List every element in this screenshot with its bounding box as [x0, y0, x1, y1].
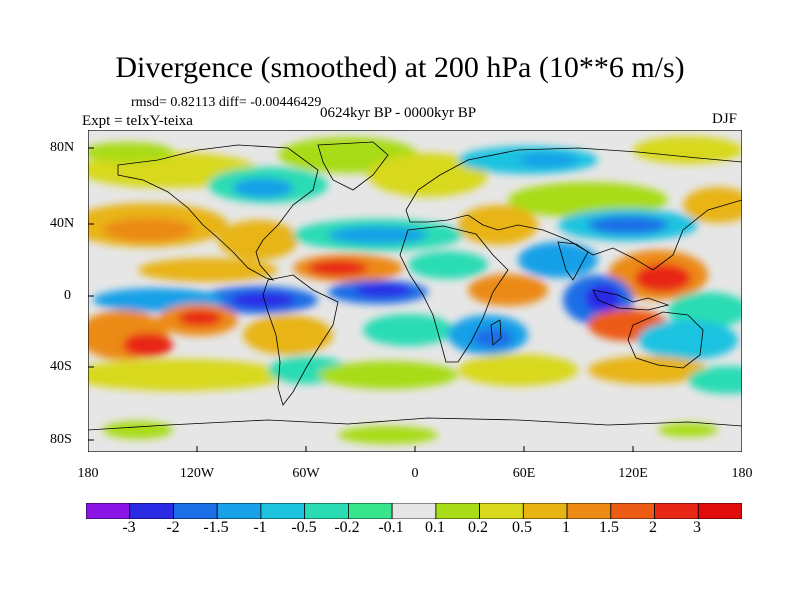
- field-patch: [103, 218, 193, 242]
- lon-label-60w: 60W: [292, 466, 320, 481]
- colorbar-label: -2: [166, 519, 180, 536]
- lon-label-120e: 120E: [618, 466, 648, 481]
- field-patch: [658, 423, 718, 437]
- antarctica-coast: [88, 417, 742, 431]
- colorbar-label: 1.5: [599, 519, 619, 536]
- field-patch: [368, 153, 488, 197]
- plot-title: Divergence (smoothed) at 200 hPa (10**6 …: [115, 51, 685, 84]
- lat-label-40n: 40N: [50, 216, 75, 231]
- colorbar-box: [173, 503, 218, 519]
- colorbar-box: [391, 503, 437, 519]
- field-patch: [635, 264, 691, 292]
- lat-label-80s: 80S: [50, 432, 72, 447]
- field-patch: [363, 314, 453, 346]
- coastlines: [88, 141, 742, 431]
- australia-coast: [627, 311, 704, 369]
- field-patch: [668, 292, 742, 328]
- north-america-coast: [117, 144, 319, 281]
- field-patch: [683, 187, 742, 223]
- period-label: 0624kyr BP - 0000kyr BP: [320, 105, 477, 121]
- colorbar-box: [522, 503, 568, 519]
- field-patch: [243, 315, 333, 355]
- field-patch: [318, 361, 458, 389]
- stats-label: rmsd= 0.82113 diff= -0.00446429: [131, 95, 322, 110]
- field-patch: [231, 292, 295, 308]
- colorbar-box: [697, 503, 742, 519]
- colorbar-label: -0.5: [291, 519, 317, 536]
- madagascar-coast: [490, 319, 502, 346]
- field-patch: [88, 359, 288, 391]
- contour-shapes: [88, 136, 742, 444]
- colorbar-label: -0.1: [378, 519, 404, 536]
- colorbar-box: [479, 503, 524, 519]
- field-patch: [178, 310, 222, 326]
- colorbar-box: [610, 503, 655, 519]
- field-patch: [588, 216, 668, 234]
- field-patch: [233, 178, 293, 198]
- colorbar-box: [304, 503, 349, 519]
- field-patch: [328, 226, 428, 244]
- colorbar-box: [260, 503, 306, 519]
- field-patch: [138, 258, 278, 282]
- field-patch: [408, 251, 488, 279]
- lon-label-120w: 120W: [179, 466, 215, 481]
- field-patch: [585, 284, 621, 312]
- field-patch: [588, 356, 708, 384]
- season-label: DJF: [712, 111, 738, 127]
- indonesia-coast: [592, 289, 670, 311]
- field-patch: [473, 328, 513, 348]
- colorbar-label: -1.5: [203, 519, 229, 536]
- field-layer: [88, 130, 742, 452]
- colorbar-label: -0.2: [334, 519, 360, 536]
- colorbar-box: [86, 503, 131, 519]
- divergence-map: [88, 130, 742, 452]
- colorbar-label: 2: [649, 519, 657, 536]
- colorbar-boxes: [86, 503, 742, 519]
- colorbar-label: 0.2: [468, 519, 488, 536]
- field-patch: [88, 142, 173, 162]
- india-coast: [557, 241, 589, 281]
- field-patch: [218, 220, 298, 260]
- field-patch: [633, 136, 742, 164]
- colorbar-box: [435, 503, 480, 519]
- colorbar-box: [216, 503, 262, 519]
- field-patch: [308, 260, 368, 276]
- field-patch: [338, 426, 438, 444]
- africa-coast: [399, 225, 509, 363]
- lat-label-40s: 40S: [50, 359, 72, 374]
- colorbar-label: 0.5: [512, 519, 532, 536]
- field-patch: [355, 283, 411, 297]
- colorbar-label: 1: [562, 519, 570, 536]
- field-patch: [123, 333, 173, 357]
- colorbar-label: -3: [122, 519, 136, 536]
- lat-label-80n: 80N: [50, 140, 75, 155]
- field-patch: [458, 205, 538, 245]
- colorbar-label: 0.1: [425, 519, 445, 536]
- lon-label-180e: 180: [731, 466, 753, 481]
- field-patch: [468, 274, 548, 306]
- field-patch: [103, 421, 173, 439]
- field-patch: [518, 153, 578, 167]
- field-patch: [688, 366, 742, 394]
- axis-ticks: [88, 147, 634, 452]
- colorbar-box: [566, 503, 612, 519]
- colorbar-box: [654, 503, 699, 519]
- colorbar: [86, 503, 742, 519]
- europe-asia-coast: [405, 147, 742, 271]
- field-patch: [638, 320, 738, 360]
- experiment-label: Expt = teIxY-teixa: [82, 113, 193, 129]
- lat-label-0: 0: [64, 288, 71, 303]
- colorbar-box: [347, 503, 393, 519]
- lon-label-0: 0: [411, 466, 419, 481]
- colorbar-label: -1: [253, 519, 267, 536]
- lon-label-60e: 60E: [512, 466, 536, 481]
- greenland-coast: [317, 141, 389, 191]
- colorbar-label: 3: [693, 519, 701, 536]
- lon-label-180w: 180: [77, 466, 99, 481]
- field-patch: [518, 242, 598, 278]
- south-america-coast: [262, 274, 339, 406]
- colorbar-box: [129, 503, 174, 519]
- field-patch: [458, 354, 578, 386]
